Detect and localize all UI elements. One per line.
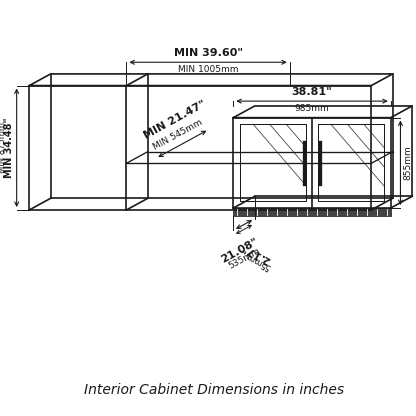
- Text: 535mm: 535mm: [227, 246, 261, 270]
- Text: MIN 545mm: MIN 545mm: [151, 118, 203, 152]
- Text: 2.17": 2.17": [240, 241, 272, 265]
- Text: Interior Cabinet Dimensions in inches: Interior Cabinet Dimensions in inches: [84, 383, 344, 397]
- Bar: [233, 208, 391, 216]
- Text: MIN 34.48": MIN 34.48": [4, 117, 14, 178]
- Text: 985mm: 985mm: [295, 104, 329, 113]
- Text: MIN 875mm: MIN 875mm: [0, 122, 7, 173]
- Text: 38.81": 38.81": [292, 87, 332, 97]
- Text: MIN 1005mm: MIN 1005mm: [178, 65, 238, 74]
- Text: MIN 21.47": MIN 21.47": [142, 99, 207, 141]
- Text: 21.08": 21.08": [219, 236, 260, 265]
- Text: 855mm: 855mm: [404, 146, 412, 180]
- Text: 55mm: 55mm: [245, 251, 272, 272]
- Text: MIN 39.60": MIN 39.60": [173, 48, 243, 58]
